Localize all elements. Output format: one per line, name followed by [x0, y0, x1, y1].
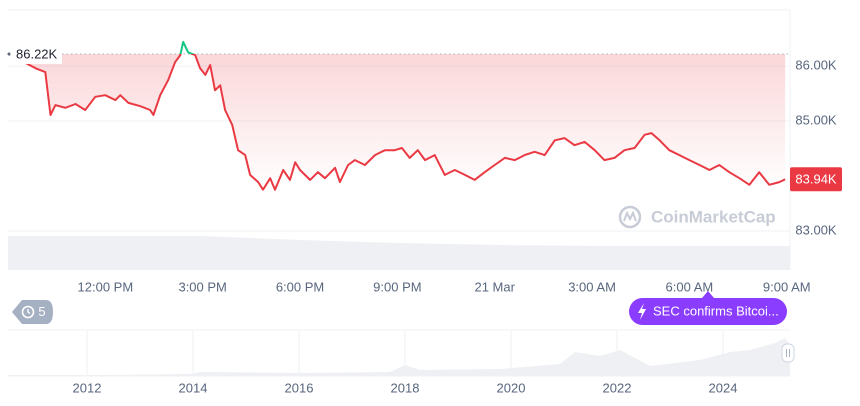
last-price-badge	[790, 167, 842, 192]
navigator-year: 2018	[391, 380, 420, 395]
x-tick-label: 3:00 AM	[568, 279, 616, 294]
event-text: SEC confirms Bitcoi...	[653, 303, 779, 318]
y-tick-label: 86.00K	[795, 58, 837, 73]
navigator-year: 2012	[73, 380, 102, 395]
watermark-text: CoinMarketCap	[651, 207, 776, 226]
volume-area	[8, 236, 790, 270]
x-tick-label: 6:00 PM	[276, 279, 324, 294]
badge-count: 5	[38, 304, 45, 319]
event-badge[interactable]: SEC confirms Bitcoi...	[629, 291, 787, 325]
y-tick-label: 83.00K	[795, 222, 837, 237]
x-tick-label: 6:00 AM	[666, 279, 714, 294]
x-tick-label: 12:00 PM	[78, 279, 134, 294]
reference-label: 86.22K	[16, 46, 58, 61]
x-tick-label: 3:00 PM	[178, 279, 226, 294]
watermark: CoinMarketCap	[618, 205, 776, 229]
navigator-year: 2020	[497, 380, 526, 395]
x-tick-label: 9:00 AM	[763, 279, 811, 294]
navigator-year: 2024	[709, 380, 738, 395]
reference-dot	[7, 52, 11, 56]
x-tick-label: 9:00 PM	[373, 279, 421, 294]
x-tick-label: 21 Mar	[474, 279, 515, 294]
navigator-year: 2014	[179, 380, 208, 395]
reference-label-bg	[10, 43, 62, 64]
y-tick-label: 85.00K	[795, 112, 837, 127]
navigator-year: 2016	[285, 380, 314, 395]
history-badge[interactable]: 5	[12, 300, 53, 324]
area-fill	[8, 53, 786, 190]
last-price-label: 83.94K	[795, 172, 837, 187]
navigator-year: 2022	[603, 380, 632, 395]
navigator	[8, 329, 795, 377]
price-line	[8, 40, 786, 191]
